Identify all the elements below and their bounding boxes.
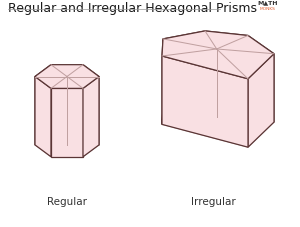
Polygon shape [162,40,163,125]
Polygon shape [35,133,99,157]
Polygon shape [162,32,274,79]
Text: Regular: Regular [47,197,87,207]
Polygon shape [35,77,51,157]
Polygon shape [83,77,99,157]
Polygon shape [35,65,99,89]
Polygon shape [205,32,248,104]
Polygon shape [248,36,274,123]
Polygon shape [51,65,83,133]
Polygon shape [162,100,274,148]
Text: MONKS: MONKS [260,7,276,11]
Polygon shape [163,32,205,108]
Text: Irregular: Irregular [190,197,236,207]
Polygon shape [35,65,51,145]
Polygon shape [162,57,248,148]
Text: M▲TH: M▲TH [258,0,278,5]
Polygon shape [83,65,99,145]
Polygon shape [248,54,274,148]
Polygon shape [51,89,83,157]
Text: Regular and Irregular Hexagonal Prisms: Regular and Irregular Hexagonal Prisms [8,2,257,15]
